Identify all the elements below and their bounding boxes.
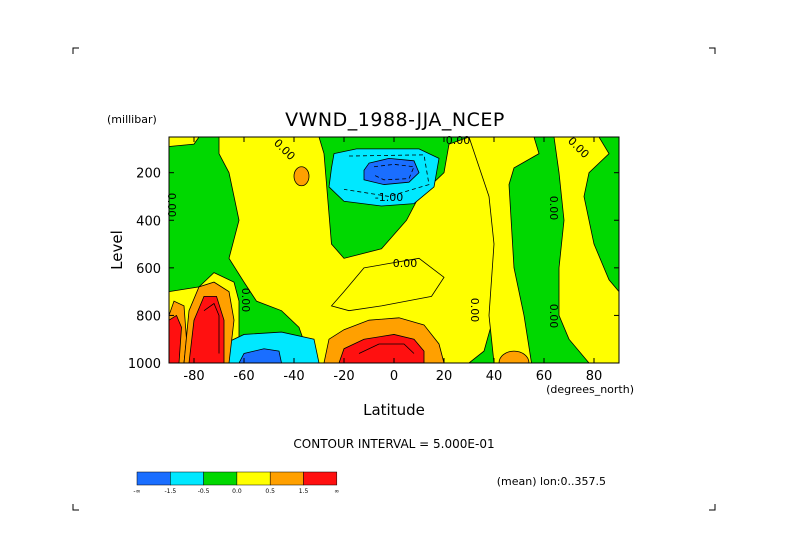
corner-mark <box>72 504 79 511</box>
contour-line <box>373 163 415 181</box>
region-yellow-far-right <box>553 137 619 363</box>
contour-label: 0.00 <box>468 298 481 323</box>
x-tick-label: 40 <box>486 369 503 384</box>
y-tick-label: 400 <box>136 214 161 229</box>
x-tick-label: 0 <box>390 369 398 384</box>
y-tick-label: 600 <box>136 262 161 277</box>
region-yellow-center <box>330 257 445 312</box>
legend-swatch <box>203 471 238 486</box>
corner-mark <box>709 47 716 54</box>
legend-label: 0.5 <box>265 488 275 495</box>
contour-line <box>358 343 415 354</box>
legend-label: -0.5 <box>198 488 210 495</box>
contour-line <box>343 154 430 197</box>
contour-label: -1.00 <box>375 191 403 204</box>
contour-label: 0.00 <box>547 196 560 221</box>
x-tick-label: -60 <box>233 369 254 384</box>
footnote: (mean) lon:0..357.5 <box>497 475 606 488</box>
region-orange-small <box>293 166 310 187</box>
legend-swatch <box>303 471 338 486</box>
contour-label: 0.00 <box>393 257 418 270</box>
legend-label: ∞ <box>334 488 339 495</box>
region-red-left-1 <box>169 314 182 363</box>
contour-label: 0.00 <box>446 134 471 147</box>
legend-swatch <box>269 471 304 486</box>
x-units: (degrees_north) <box>546 383 634 396</box>
contour-interval: CONTOUR INTERVAL = 5.000E-01 <box>293 437 494 451</box>
x-axis-label: Latitude <box>363 401 425 419</box>
y-axis-label: Level <box>108 230 126 270</box>
region-blue-lower <box>238 348 282 363</box>
y-tick-label: 200 <box>136 167 161 182</box>
y-units: (millibar) <box>107 113 157 126</box>
x-tick-label: 60 <box>536 369 553 384</box>
legend-swatch <box>170 471 204 486</box>
corner-mark <box>709 504 716 511</box>
x-tick-label: -40 <box>283 369 304 384</box>
region-red-lower <box>338 334 425 363</box>
legend-label: -1.5 <box>164 488 176 495</box>
contour-label: 0.00 <box>165 193 178 218</box>
x-tick-label: -20 <box>333 369 354 384</box>
contour-line <box>203 302 220 354</box>
region-yellow-nw <box>169 137 200 147</box>
legend-swatch <box>136 471 171 486</box>
legend-label: 1.5 <box>299 488 309 495</box>
legend-label: -∞ <box>133 488 140 495</box>
contour-label: 0.00 <box>239 288 252 313</box>
contour-fills <box>169 137 619 363</box>
x-tick-label: 80 <box>586 369 603 384</box>
chart-title: VWND_1988-JJA_NCEP <box>285 109 505 131</box>
legend-label: 0.0 <box>232 488 242 495</box>
legend-swatch <box>236 471 271 486</box>
region-red-left-2 <box>188 295 225 363</box>
region-yellow-right <box>468 137 540 363</box>
x-tick-label: -80 <box>183 369 204 384</box>
region-blue-upper <box>363 158 420 185</box>
x-tick-label: 20 <box>436 369 453 384</box>
y-tick-label: 800 <box>136 309 161 324</box>
y-tick-label: 1000 <box>128 357 161 372</box>
corner-mark <box>72 47 79 54</box>
contour-label: 0.00 <box>547 304 560 329</box>
